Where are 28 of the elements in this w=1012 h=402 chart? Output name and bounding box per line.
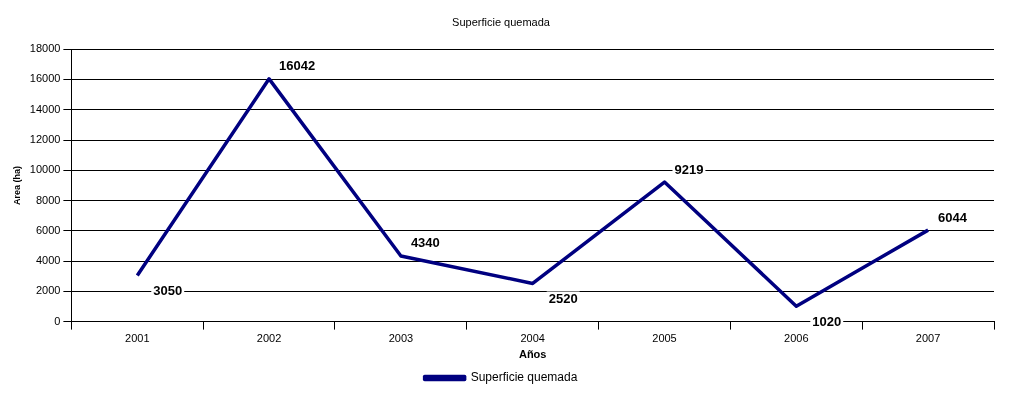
y-tick-label: 10000 — [29, 163, 61, 176]
y-tick-label: 8000 — [35, 193, 61, 206]
x-tick-label: 2006 — [784, 332, 809, 345]
x-tick-label: 2007 — [915, 332, 941, 345]
x-tick-label: 2005 — [652, 332, 677, 345]
y-axis-title: Area (ha) — [11, 165, 22, 205]
data-label: 16042 — [279, 58, 316, 74]
x-tick-label: 2004 — [520, 332, 545, 345]
data-label: 3050 — [153, 283, 183, 299]
data-label: 2520 — [548, 291, 578, 307]
data-label: 6044 — [938, 209, 968, 225]
y-tick-label: 12000 — [29, 133, 61, 146]
y-tick-label: 4000 — [35, 254, 61, 267]
data-label: 9219 — [674, 161, 704, 177]
chart-title: Superficie quemada — [452, 15, 551, 28]
data-label: 1020 — [812, 313, 842, 329]
y-tick-label: 18000 — [29, 42, 61, 55]
x-axis-title: Años — [518, 348, 547, 361]
y-tick-label: 2000 — [35, 284, 61, 297]
y-tick-label: 6000 — [35, 223, 61, 236]
x-tick-label: 2002 — [256, 332, 282, 345]
legend-label: Superficie quemada — [470, 370, 578, 385]
y-tick-label: 14000 — [29, 102, 61, 115]
y-tick-label: 0 — [54, 314, 61, 327]
x-tick-label: 2001 — [125, 332, 150, 345]
x-tick-label: 2003 — [388, 332, 414, 345]
y-tick-label: 16000 — [29, 72, 61, 85]
data-label: 4340 — [410, 235, 440, 251]
